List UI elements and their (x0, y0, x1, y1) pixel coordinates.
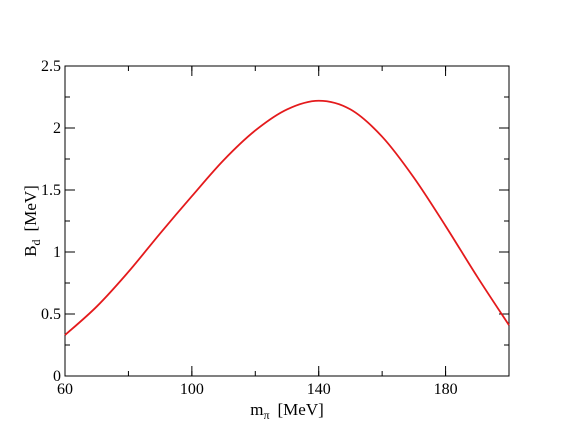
y-tick-label: 1 (53, 244, 61, 261)
x-axis-label: mπ [MeV] (250, 400, 324, 422)
y-tick-label: 2.5 (41, 58, 61, 75)
y-axis-label-sub: d (29, 239, 43, 245)
y-tick-label: 0 (53, 368, 61, 385)
ticks (64, 65, 510, 377)
x-tick-label: 60 (57, 381, 73, 398)
y-tick-label: 0.5 (41, 306, 61, 323)
x-tick-label: 180 (434, 381, 458, 398)
y-axis-label-main: B (21, 245, 40, 256)
y-axis-label: Bd [MeV] (21, 185, 43, 257)
y-tick-label: 2 (53, 120, 61, 137)
x-axis-label-main: m (250, 400, 263, 419)
x-tick-label: 100 (180, 381, 204, 398)
tick-labels: 60 100 140 180 0 0.5 1 1.5 2 2.5 (41, 58, 458, 398)
series-line-bd (64, 99, 510, 336)
x-axis-label-unit: [MeV] (278, 400, 324, 419)
x-tick-label: 140 (307, 381, 331, 398)
y-tick-label: 1.5 (41, 182, 61, 199)
x-axis-label-sub: π (263, 408, 269, 422)
y-axis-label-unit: [MeV] (21, 185, 40, 231)
